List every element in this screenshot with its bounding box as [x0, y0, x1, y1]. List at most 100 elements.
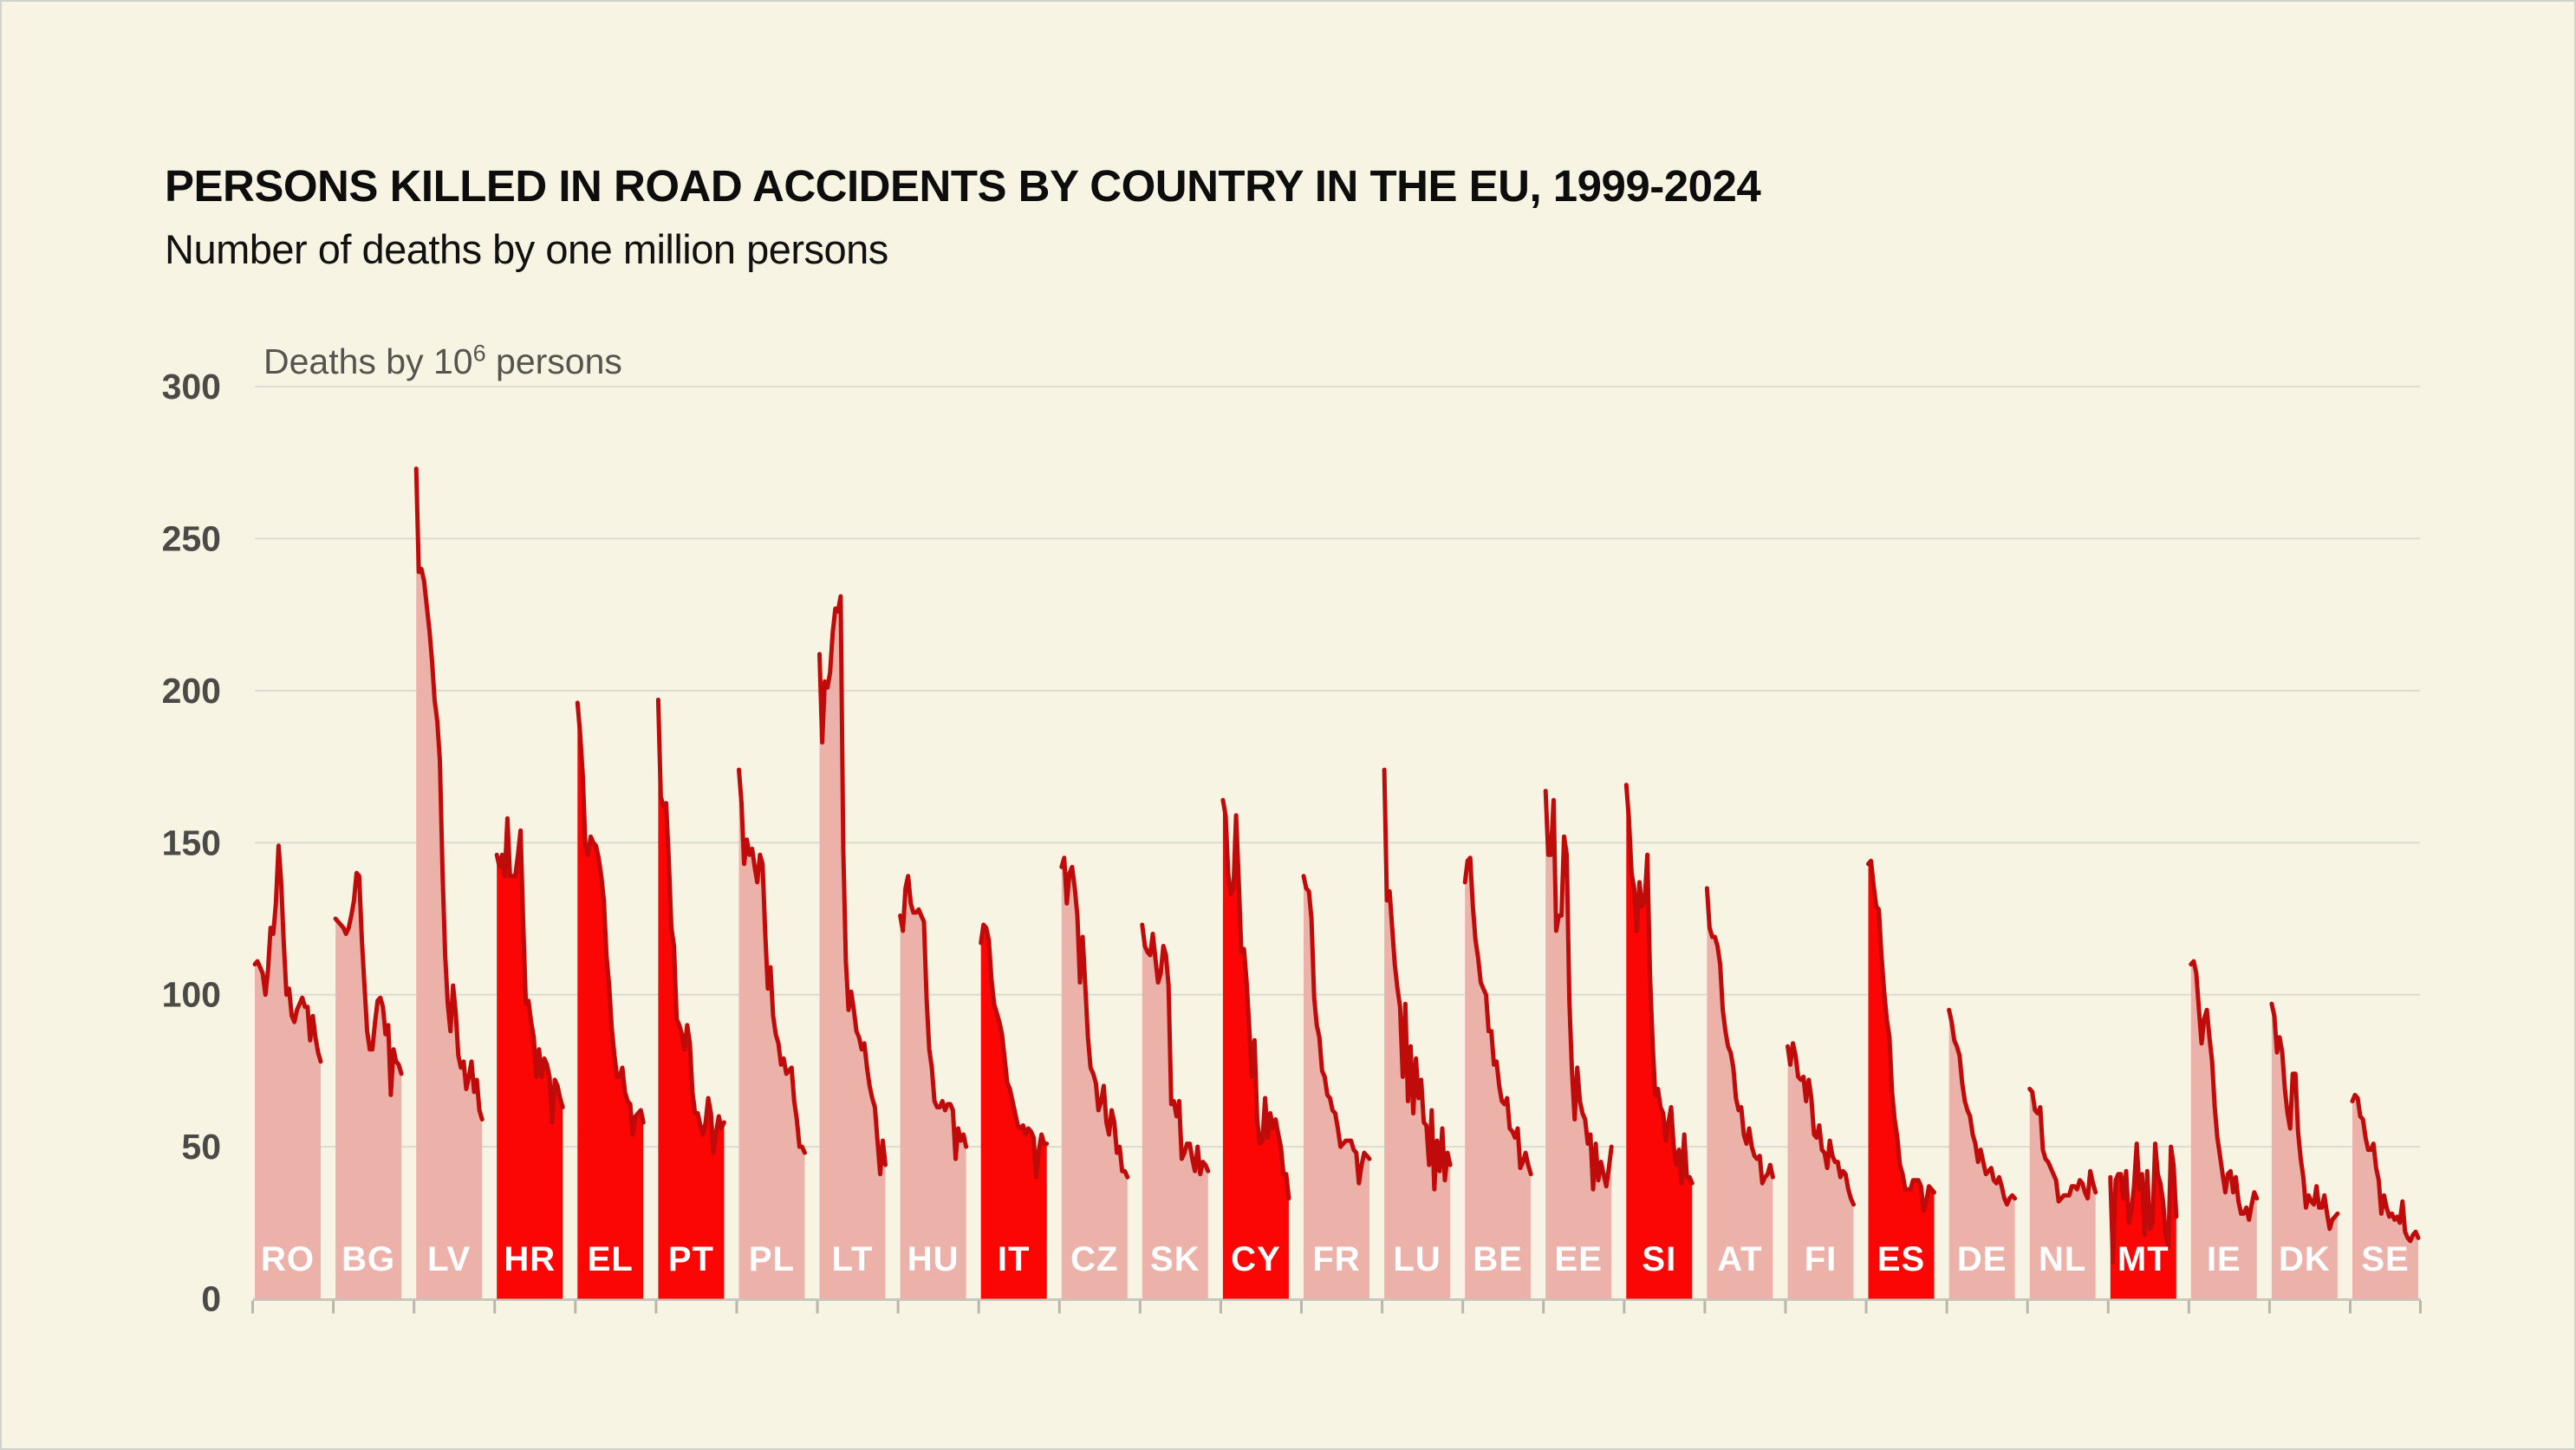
country-label-RO: RO: [261, 1240, 315, 1278]
country-area-NL: [2029, 1089, 2096, 1299]
x-axis-tick-IE: [2187, 1300, 2190, 1314]
country-area-SI: [1626, 784, 1693, 1299]
country-area-PL: [738, 770, 805, 1299]
x-axis-tick-CY: [1219, 1300, 1222, 1314]
x-axis-tick-RO: [251, 1300, 254, 1314]
x-axis-tick-LT: [816, 1300, 819, 1314]
x-axis-tick-HR: [493, 1300, 497, 1314]
country-label-DK: DK: [2279, 1240, 2331, 1278]
country-trend-line-BE: [1462, 855, 1533, 1177]
country-trend-line-EE: [1543, 789, 1614, 1192]
y-tick-label-0: 0: [201, 1279, 221, 1319]
country-trend-line-LV: [413, 466, 485, 1122]
x-axis-tick-LV: [413, 1300, 416, 1314]
country-trend-line-FR: [1301, 874, 1372, 1186]
x-axis-tick-PL: [735, 1300, 738, 1314]
country-label-LT: LT: [832, 1240, 874, 1278]
y-axis-title-prefix: Deaths by 10: [263, 341, 473, 381]
page-title: PERSONS KILLED IN ROAD ACCIDENTS BY COUN…: [165, 161, 1761, 211]
country-trend-line-IT: [979, 922, 1050, 1180]
x-axis-tick-IT: [977, 1300, 980, 1314]
y-tick-label-150: 150: [162, 823, 221, 862]
y-tick-label-200: 200: [162, 671, 221, 711]
x-axis-tick-AT: [1703, 1300, 1707, 1314]
country-trend-line-NL: [2027, 1086, 2098, 1204]
country-trend-line-LU: [1382, 767, 1453, 1192]
country-area-AT: [1707, 888, 1773, 1299]
x-axis-tick-MT: [2106, 1300, 2110, 1314]
y-axis-title: Deaths by 106 persons: [263, 341, 622, 382]
country-label-PL: PL: [749, 1240, 795, 1278]
country-area-SE: [2352, 1095, 2418, 1299]
x-axis-tick-FR: [1300, 1300, 1304, 1314]
x-axis-tick-EE: [1542, 1300, 1545, 1314]
country-trend-line-BG: [333, 870, 404, 1097]
x-axis-tick-PT: [654, 1300, 658, 1314]
country-trend-line-EL: [575, 700, 646, 1137]
x-axis-tick-FI: [1784, 1300, 1787, 1314]
x-axis-tick-EL: [574, 1300, 577, 1314]
country-label-EE: EE: [1555, 1240, 1603, 1278]
country-label-SE: SE: [2361, 1240, 2409, 1278]
country-trend-line-MT: [2108, 1141, 2179, 1265]
page-subtitle: Number of deaths by one million persons: [165, 226, 888, 272]
country-label-NL: NL: [2039, 1240, 2086, 1278]
country-trend-line-AT: [1704, 886, 1775, 1186]
country-area-BG: [335, 873, 402, 1299]
country-label-HU: HU: [907, 1240, 959, 1278]
country-trend-line-DK: [2269, 1001, 2340, 1232]
country-trend-line-SK: [1140, 922, 1211, 1177]
country-label-FR: FR: [1312, 1240, 1360, 1278]
country-trend-line-LT: [817, 594, 888, 1177]
x-axis-tick-ES: [1864, 1300, 1868, 1314]
y-tick-label-100: 100: [162, 975, 221, 1015]
x-axis-tick-LU: [1381, 1300, 1384, 1314]
x-axis-tick-CZ: [1057, 1300, 1061, 1314]
x-axis-tick-BE: [1461, 1300, 1465, 1314]
country-area-RO: [255, 845, 321, 1299]
country-label-MT: MT: [2117, 1240, 2169, 1278]
country-area-ES: [1868, 861, 1935, 1299]
x-axis-tick-DK: [2267, 1300, 2271, 1314]
country-trend-line-DE: [1947, 1007, 2018, 1207]
country-label-EL: EL: [588, 1240, 634, 1278]
country-label-SK: SK: [1150, 1240, 1200, 1278]
y-axis-title-suffix: persons: [485, 341, 622, 381]
country-label-BE: BE: [1473, 1240, 1523, 1278]
y-tick-label-300: 300: [162, 367, 221, 406]
country-area-LT: [819, 596, 886, 1299]
x-axis-tick-BG: [332, 1300, 335, 1314]
x-axis-tick-SK: [1138, 1300, 1142, 1314]
y-tick-label-250: 250: [162, 518, 221, 558]
country-trend-line-SE: [2350, 1092, 2421, 1244]
country-area-LU: [1384, 770, 1451, 1299]
country-label-BG: BG: [342, 1240, 395, 1278]
country-trend-line-HU: [898, 874, 969, 1161]
country-trend-line-HR: [494, 816, 565, 1125]
country-label-ES: ES: [1877, 1240, 1925, 1278]
country-trend-line-FI: [1786, 1041, 1856, 1207]
x-axis-tick-DE: [1945, 1300, 1948, 1314]
country-label-FI: FI: [1805, 1240, 1838, 1278]
y-axis-title-superscript: 6: [472, 340, 486, 367]
x-axis-tick-HU: [896, 1300, 900, 1314]
country-label-LU: LU: [1393, 1240, 1441, 1278]
country-label-AT: AT: [1717, 1240, 1762, 1278]
x-axis-tick-NL: [2026, 1300, 2029, 1314]
x-axis-tick-end: [2419, 1300, 2423, 1314]
country-trend-line-RO: [252, 843, 323, 1064]
country-label-IT: IT: [998, 1240, 1031, 1278]
country-area-DE: [1948, 1010, 2015, 1299]
country-label-DE: DE: [1957, 1240, 2007, 1278]
country-label-LV: LV: [427, 1240, 471, 1278]
country-area-FI: [1787, 1043, 1854, 1299]
country-trend-line-CZ: [1059, 855, 1130, 1180]
country-area-DK: [2271, 1004, 2338, 1299]
country-label-PT: PT: [668, 1240, 714, 1278]
country-label-SI: SI: [1642, 1240, 1676, 1278]
x-axis-tick-SI: [1623, 1300, 1626, 1314]
country-area-FR: [1304, 875, 1369, 1299]
country-trend-line-IE: [2189, 959, 2260, 1222]
